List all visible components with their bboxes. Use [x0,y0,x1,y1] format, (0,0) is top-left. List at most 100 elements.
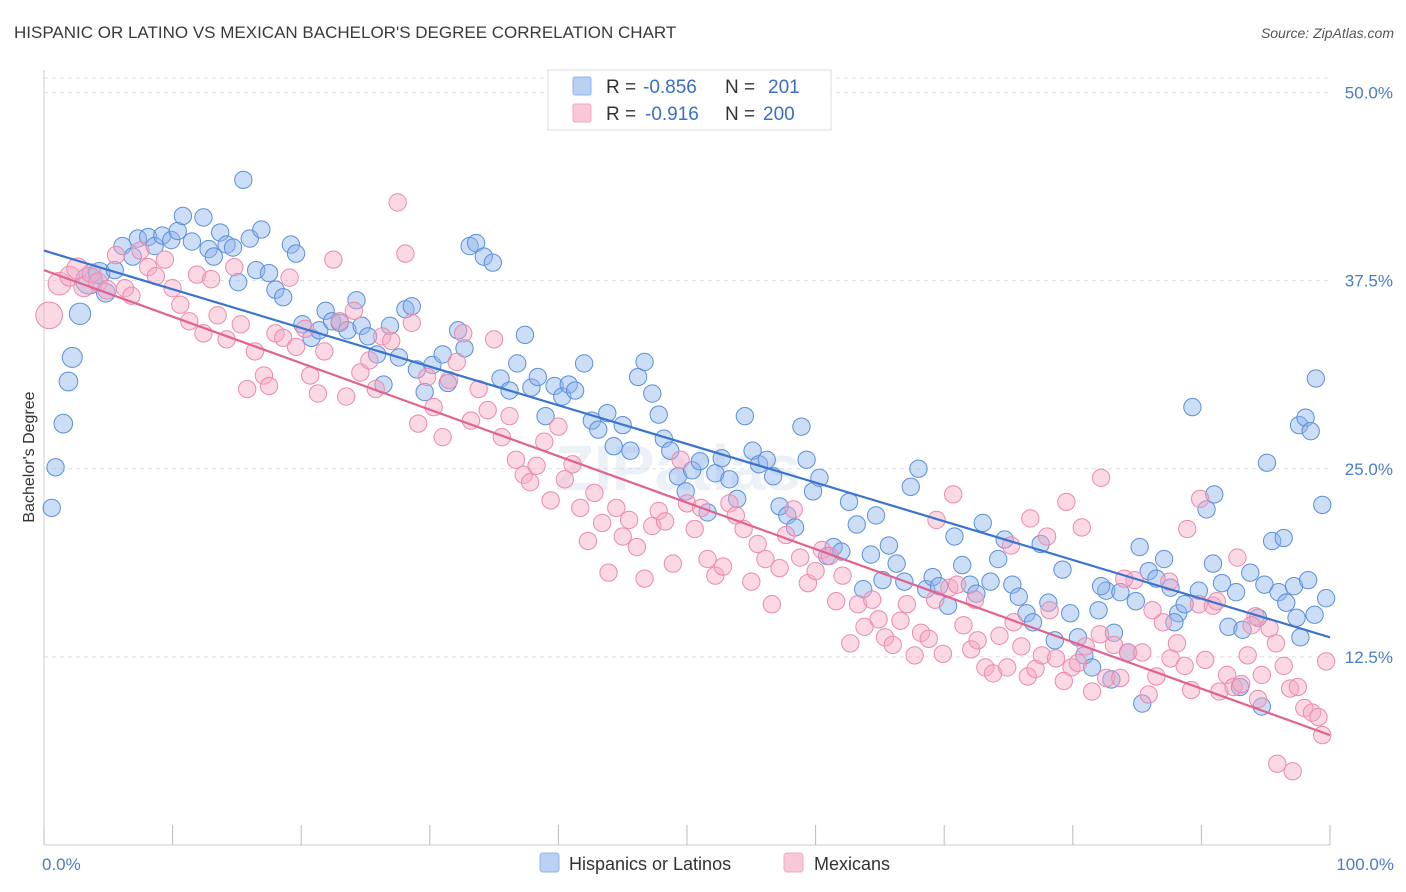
hispanics-point-68 [528,367,547,387]
mexicans-point-132 [1004,613,1023,632]
hispanics-point-43 [347,291,366,310]
mexicans-point-179 [1242,616,1261,635]
hispanics-point-134 [1003,575,1022,594]
mexicans-point-150 [1133,643,1152,662]
bottom-legend-label-hispanics: Hispanics or Latinos [569,854,731,874]
legend-swatch-hispanics [572,76,592,96]
mexicans-point-25 [238,379,257,399]
mexicans-point-28 [259,376,279,396]
hispanics-point-142 [1061,604,1080,623]
mexicans-point-177 [1316,652,1336,671]
hispanics-point-2 [53,413,74,434]
mexicans-point-126 [962,640,981,659]
mexicans-point-138 [1046,649,1066,668]
hispanics-point-170 [1262,531,1282,551]
hispanics-point-118 [887,554,906,573]
hispanics-point-33 [274,288,293,307]
mexicans-point-155 [1167,634,1187,653]
hispanics-point-77 [598,403,617,423]
mexicans-point-190 [1072,518,1091,537]
mexicans-point-130 [990,626,1009,645]
hispanics-point-69 [536,406,555,426]
mexicans-point-181 [1283,762,1302,781]
hispanics-point-32 [266,280,285,299]
mexicans-point-124 [947,575,967,594]
mexicans-point-73 [585,483,604,503]
mexicans-point-69 [555,470,574,489]
hispanics-point-157 [1169,604,1188,623]
mexicans-point-21 [208,306,227,325]
mexicans-point-146 [1104,635,1124,655]
hispanics-point-190 [1130,537,1149,557]
hispanics-point-55 [433,345,452,364]
y-tick-label-0: 12.5% [1345,648,1393,667]
mexicans-point-136 [1032,646,1052,665]
legend-swatch-mexicans [572,103,592,123]
hispanics-point-5 [68,302,92,325]
hispanics-point-186 [1287,608,1306,627]
x-tick-labels: 0.0% 100.0% [42,855,1394,874]
mexicans-point-166 [1246,607,1265,626]
gridlines [44,77,1330,658]
hispanics-point-45 [358,327,378,346]
hispanics-point-152 [1133,694,1152,713]
bottom-legend-swatch-mexicans [783,852,804,873]
mexicans-point-99 [770,558,789,578]
legend-n-value-hispanics: 201 [768,77,800,98]
mexicans-point-96 [748,534,767,554]
mexicans-point-101 [784,500,803,519]
hispanics-point-145 [1082,658,1102,677]
hispanics-point-40 [322,312,342,331]
hispanics-point-161 [1197,500,1216,519]
mexicans-point-167 [1252,665,1272,685]
mexicans-point-60 [492,428,511,447]
hispanics-point-73 [565,381,585,400]
mexicans-point-175 [1309,707,1328,727]
hispanics-point-90 [690,452,710,471]
chart-source: Source: ZipAtlas.com [1261,25,1394,41]
mexicans-point-9 [115,279,135,298]
hispanics-point-111 [839,492,859,512]
mexicans-point-72 [578,531,598,551]
hispanics-point-181 [1301,421,1320,441]
mexicans-point-129 [983,664,1003,683]
hispanics-point-173 [1284,576,1304,596]
mexicans-point-111 [855,617,874,636]
hispanics-point-160 [1189,581,1208,600]
hispanics-point-105 [797,450,816,469]
mexicans-point-116 [891,611,910,630]
hispanics-point-20 [194,208,213,227]
mexicans-point-45 [382,331,401,351]
hispanics-point-39 [316,301,335,320]
mexicans-point-120 [919,629,938,649]
mexicans-point-162 [1217,665,1237,685]
mexicans-point-195 [965,590,985,609]
hispanics-point-14 [145,236,164,256]
hispanics-point-135 [1009,587,1028,606]
mexicans-point-189 [1091,468,1111,487]
mexicans-point-14 [155,250,175,269]
mexicans-point-128 [976,658,995,677]
hispanics-point-53 [415,382,434,402]
mexicans-point-78 [619,510,639,530]
mexicans-point-64 [520,473,540,492]
mexicans-point-102 [791,548,810,567]
bottom-legend-label-mexicans: Mexicans [814,854,890,874]
mexicans-point-131 [998,658,1017,677]
mexicans-point-76 [607,498,626,518]
hispanics-point-176 [1305,605,1324,624]
mexicans-point-74 [592,513,612,533]
mexicans-point-193 [1021,509,1040,528]
hispanics-point-139 [1039,593,1058,612]
hispanics-point-162 [1205,485,1224,504]
mexicans-point-144 [1090,625,1109,644]
legend-r-label-mexicans: R = [606,104,636,125]
mexicans-point-47 [396,244,415,263]
mexicans-point-16 [171,295,190,314]
hispanics-point-182 [1306,369,1326,388]
hispanics-point-155 [1154,549,1174,569]
hispanics-point-136 [1017,604,1036,623]
hispanics-point-165 [1226,583,1246,602]
hispanics-point-163 [1212,573,1232,593]
